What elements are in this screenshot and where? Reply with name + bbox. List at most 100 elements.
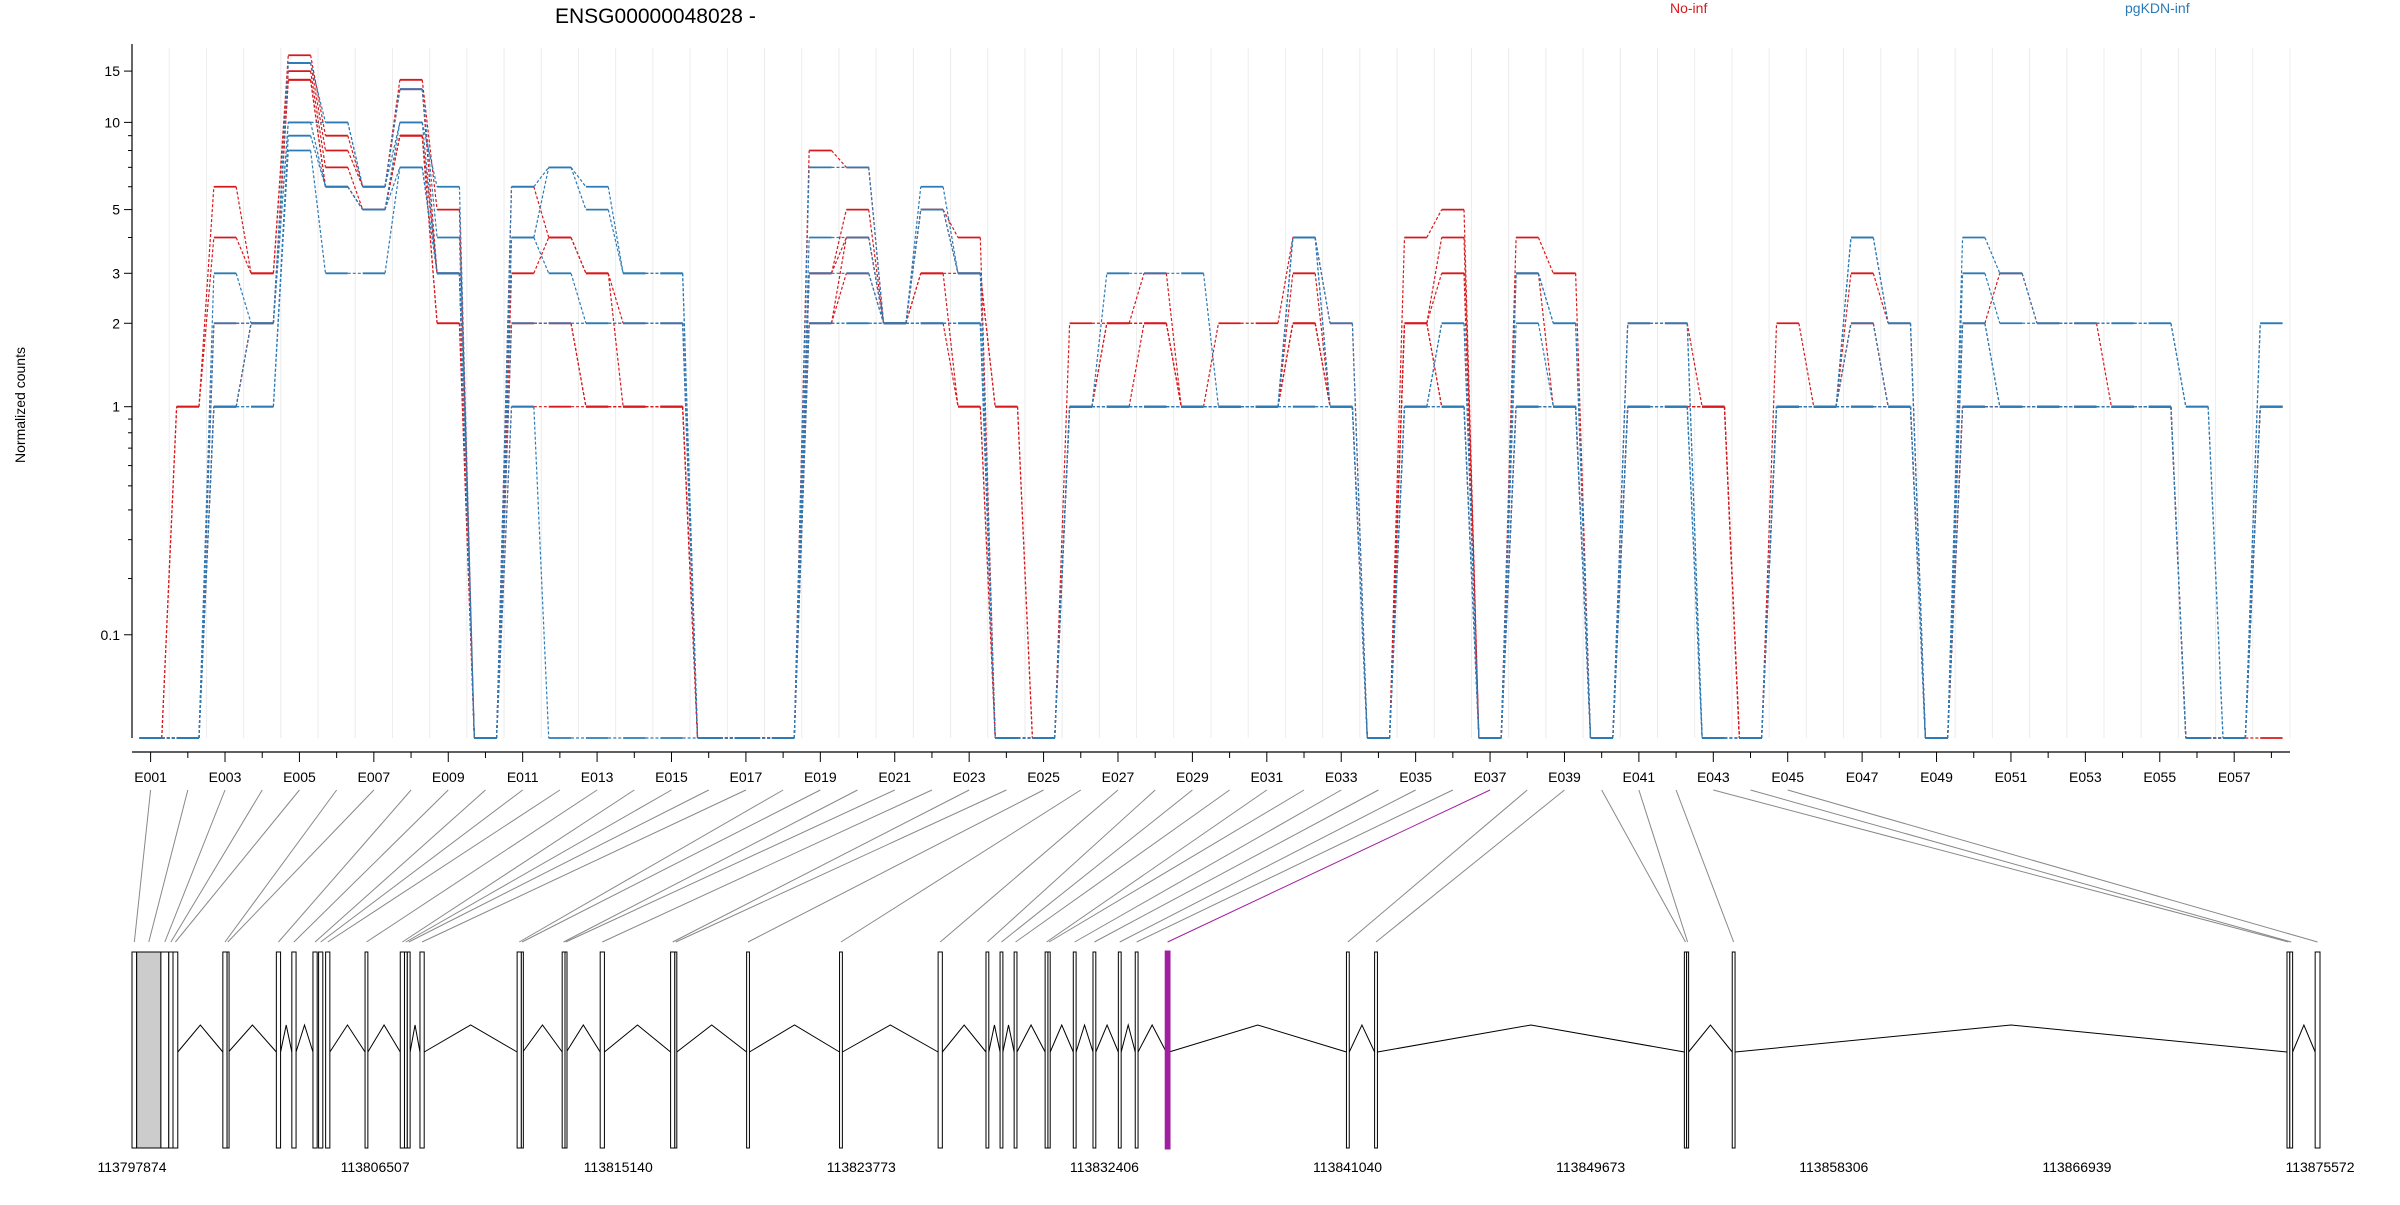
intron: [1377, 1024, 1685, 1053]
x-tick-label: E037: [1474, 769, 1507, 785]
x-tick-label: E027: [1102, 769, 1135, 785]
series-connector: [1909, 406, 1926, 739]
series-connector: [979, 273, 996, 407]
series-connector: [496, 237, 513, 739]
series-connector: [1314, 237, 1331, 407]
exon: [1134, 951, 1139, 1149]
exon: [275, 951, 282, 1149]
series-connector: [235, 273, 252, 324]
series-connector: [1165, 273, 1182, 407]
series-connector: [1686, 323, 1703, 739]
exon: [1731, 951, 1736, 1149]
intron: [1095, 1023, 1119, 1053]
series-connector: [1426, 273, 1443, 324]
series-connector: [1277, 237, 1294, 407]
series-connector: [570, 166, 587, 188]
connector: [518, 789, 784, 943]
series-connector: [533, 237, 550, 274]
exon: [172, 951, 179, 1149]
series-connector: [1761, 323, 1778, 739]
series-connector: [682, 406, 699, 739]
exon-highlighted: [1164, 950, 1171, 1150]
y-tick-label: 15: [104, 63, 120, 79]
exon: [1345, 951, 1350, 1149]
x-tick-label: E031: [1250, 769, 1283, 785]
intron: [1348, 1023, 1376, 1053]
connector: [1375, 789, 1565, 943]
series-connector: [421, 122, 438, 187]
series-connector: [1351, 406, 1368, 739]
series-connector: [421, 122, 438, 274]
series-connector: [1463, 406, 1480, 739]
series-connector: [905, 273, 922, 324]
x-tick-label: E001: [134, 769, 167, 785]
exon: [325, 951, 331, 1149]
series-connector: [421, 167, 438, 274]
genomic-tick-label: 113806507: [341, 1159, 410, 1175]
exon: [291, 951, 297, 1149]
connector: [987, 789, 1156, 943]
series-connector: [942, 209, 959, 274]
intron: [280, 1024, 293, 1053]
exon: [1092, 951, 1097, 1149]
exon: [318, 951, 324, 1149]
series-connector: [868, 273, 885, 324]
series-connector: [161, 406, 178, 739]
intron: [842, 1024, 939, 1053]
series-connector: [979, 406, 996, 739]
connector-highlighted: [1167, 789, 1491, 943]
series-connector: [1537, 237, 1554, 274]
y-axis: 0.1 1 2 3 5 10 15: [101, 44, 133, 738]
series-connector: [830, 237, 847, 274]
series-connector: [198, 406, 215, 739]
connector: [1119, 789, 1416, 943]
series-connector: [1128, 273, 1145, 324]
series-connector: [1091, 273, 1108, 407]
series-connector: [979, 323, 996, 739]
series-connector: [830, 273, 847, 324]
exon: [222, 951, 228, 1149]
series-connector: [1388, 237, 1406, 739]
x-tick-label: E003: [209, 769, 242, 785]
series-connector: [1426, 237, 1443, 324]
connector: [327, 789, 561, 943]
series-connector: [1165, 323, 1182, 407]
exon: [839, 951, 843, 1149]
x-tick-label: E017: [730, 769, 763, 785]
connector: [133, 789, 152, 943]
connector: [1601, 789, 1686, 943]
exon: [406, 951, 411, 1149]
connector: [1094, 789, 1379, 943]
exon: [599, 951, 605, 1149]
connector: [1713, 789, 2289, 943]
exon: [1013, 951, 1018, 1149]
exon: [1117, 951, 1122, 1149]
intron: [2292, 1023, 2316, 1053]
exon: [2289, 951, 2294, 1149]
connector: [366, 789, 598, 943]
series-connector: [868, 237, 885, 324]
connector: [421, 789, 747, 943]
series-connector: [1872, 323, 1889, 407]
series-connector: [2170, 406, 2187, 739]
intron: [565, 1024, 601, 1053]
series-connector: [1835, 323, 1852, 407]
series-connector: [1500, 323, 1517, 739]
series-connector: [347, 135, 364, 187]
x-tick-label: E035: [1399, 769, 1432, 785]
connector: [402, 789, 635, 943]
intron: [228, 1024, 277, 1053]
series-connector: [1947, 406, 1964, 739]
genomic-tick-label: 113849673: [1556, 1159, 1625, 1175]
connector: [1750, 789, 2292, 943]
connector: [747, 789, 1044, 943]
exon-connector-lines: [133, 789, 2318, 943]
intron: [1120, 1023, 1136, 1053]
intron: [988, 1024, 1001, 1053]
series-connector: [1909, 323, 1926, 739]
connector: [563, 789, 858, 943]
series-connector: [310, 62, 327, 123]
intron: [1075, 1023, 1094, 1053]
series-connector: [347, 150, 364, 187]
y-tick-label: 10: [104, 114, 120, 130]
